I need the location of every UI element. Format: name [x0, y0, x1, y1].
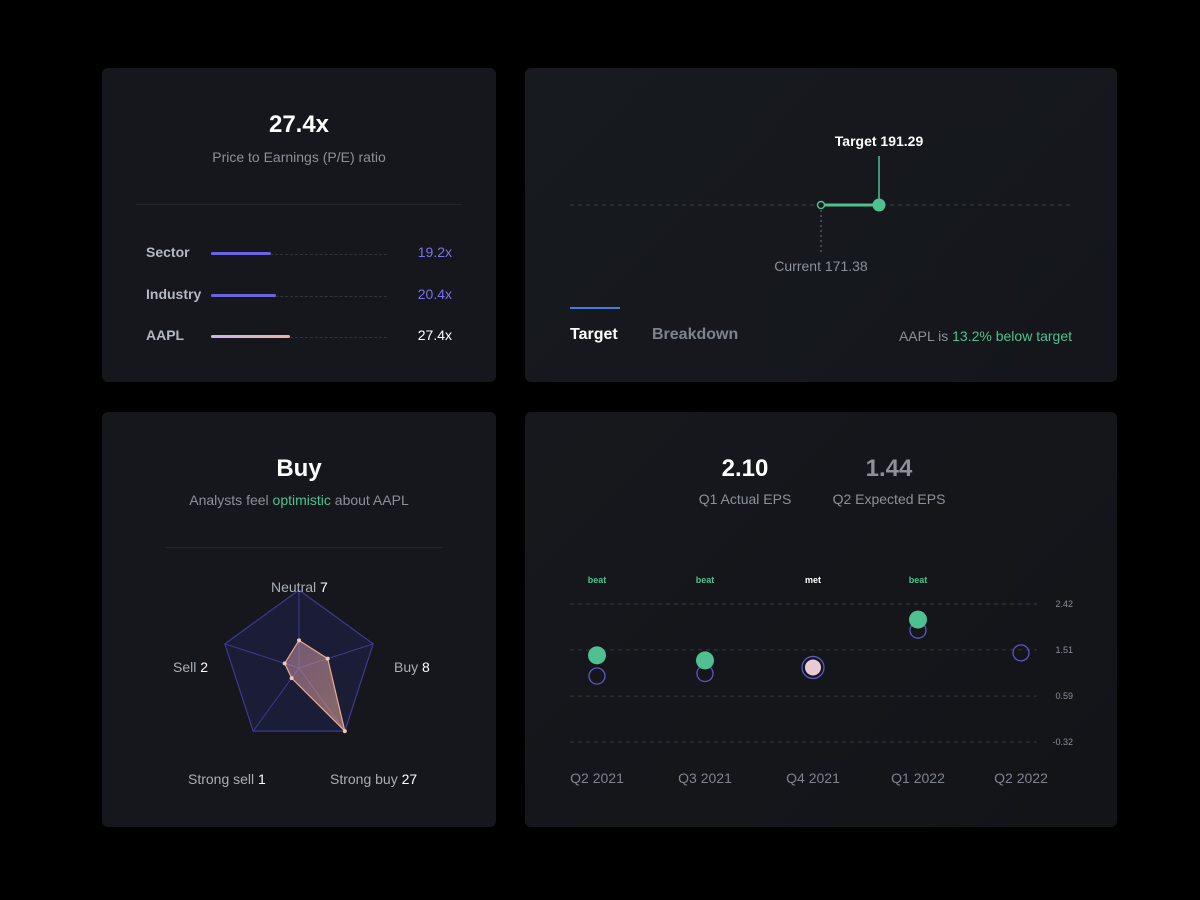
pe-row-label: AAPL	[146, 327, 185, 343]
eps-card: 2.10 Q1 Actual EPS 1.44 Q2 Expected EPS …	[525, 412, 1117, 827]
tab-target[interactable]: Target	[570, 326, 618, 343]
eps-chart: 2.42 1.51 0.59 -0.32 Q2 2021 beat Q3 2021 beat Q…	[570, 575, 1073, 786]
radar-data-shape	[284, 639, 346, 734]
eps-actual-point	[696, 651, 714, 670]
radar-label-strong-buy: Strong buy 27	[330, 771, 417, 787]
pe-row-value: 27.4x	[417, 327, 452, 343]
pe-value: 27.4x	[268, 111, 330, 138]
radar-label-neutral: Neutral 7	[271, 579, 328, 595]
eps-expected: 1.44 Q2 Expected EPS	[819, 455, 959, 507]
rating-desc-highlight: optimistic	[272, 492, 331, 508]
radar-count: 7	[320, 579, 328, 595]
rating-divider	[166, 547, 442, 548]
current-label: Current 171.38	[721, 258, 921, 274]
pe-row-track	[211, 296, 387, 297]
pe-label: Price to Earnings (P/E) ratio	[212, 149, 386, 165]
pe-ratio-card: 27.4x Price to Earnings (P/E) ratio Sect…	[102, 68, 496, 382]
summary-highlight: 13.2% below target	[952, 328, 1072, 344]
rating-description: Analysts feel optimistic about AAPL	[102, 492, 496, 508]
target-value: 191.29	[880, 133, 924, 149]
eps-actual-point	[588, 646, 606, 665]
rating-desc-prefix: Analysts feel	[189, 492, 273, 508]
eps-expected-label: Q2 Expected EPS	[832, 491, 946, 507]
eps-actual-value: 2.10	[721, 455, 769, 482]
summary-prefix: AAPL is	[898, 328, 953, 344]
radar-count: 8	[422, 659, 430, 675]
radar-point	[297, 638, 301, 643]
current-point	[816, 200, 826, 210]
pe-row-industry: Industry 20.4x	[146, 286, 452, 306]
target-point	[872, 198, 886, 212]
target-label-text: Target	[834, 133, 877, 149]
radar-point	[282, 661, 287, 666]
eps-status-label: met	[805, 575, 821, 585]
eps-expected-value: 1.44	[865, 455, 913, 482]
pe-row-label: Industry	[146, 286, 202, 302]
eps-actual-point	[909, 610, 927, 629]
target-label: Target 191.29	[775, 133, 983, 149]
pe-row-track	[211, 254, 387, 255]
eps-estimate-point	[1012, 644, 1030, 662]
radar-category: Buy	[394, 659, 419, 675]
radar-count: 27	[401, 771, 418, 787]
active-tab-indicator	[570, 307, 620, 309]
radar-category: Strong buy	[330, 771, 398, 787]
pe-row-bar	[211, 252, 271, 255]
rating-desc-suffix: about AAPL	[330, 492, 409, 508]
pe-row-track	[211, 337, 387, 338]
x-tick-label: Q2 2021	[570, 770, 624, 786]
current-value: 171.38	[824, 258, 868, 274]
radar-count: 1	[258, 771, 266, 787]
eps-actual: 2.10 Q1 Actual EPS	[685, 455, 805, 507]
y-tick-label: 0.59	[1055, 691, 1073, 701]
pe-row-label: Sector	[146, 244, 190, 260]
eps-actual-label: Q1 Actual EPS	[698, 491, 792, 507]
pe-row-sector: Sector 19.2x	[146, 244, 452, 264]
pe-row-bar	[211, 335, 290, 338]
y-tick-label: 2.42	[1055, 599, 1073, 609]
pe-row-value: 20.4x	[417, 286, 452, 302]
dot-grid-background	[715, 128, 935, 278]
radar-label-buy: Buy 8	[394, 659, 430, 675]
radar-point	[325, 656, 330, 661]
eps-status-label: beat	[696, 575, 715, 585]
x-tick-label: Q2 2022	[994, 770, 1048, 786]
radar-category: Strong sell	[188, 771, 255, 787]
radar-chart	[224, 589, 374, 734]
radar-category: Sell	[173, 659, 197, 675]
eps-met-ring	[801, 655, 825, 680]
pe-row-aapl: AAPL 27.4x	[146, 327, 452, 347]
x-tick-label: Q4 2021	[786, 770, 840, 786]
price-target-card: Target 191.29 Current 171.38 Target Brea…	[525, 68, 1117, 382]
pe-row-value: 19.2x	[417, 244, 452, 260]
radar-point	[289, 676, 294, 681]
eps-status-label: beat	[588, 575, 607, 585]
analyst-rating-card: Buy Analysts feel optimistic about AAPL …	[102, 412, 496, 827]
radar-point	[342, 729, 347, 734]
rating-title: Buy	[276, 455, 322, 482]
x-tick-label: Q1 2022	[891, 770, 945, 786]
eps-estimate-point	[588, 667, 606, 685]
eps-status-label: beat	[909, 575, 928, 585]
radar-category: Neutral	[271, 579, 317, 595]
target-summary: AAPL is 13.2% below target	[899, 328, 1072, 344]
y-tick-label: 1.51	[1055, 645, 1073, 655]
radar-label-sell: Sell 2	[173, 659, 208, 675]
radar-count: 2	[200, 659, 209, 675]
price-target-graphic	[570, 128, 1072, 278]
eps-actual-point	[805, 659, 821, 676]
tab-breakdown[interactable]: Breakdown	[652, 326, 739, 343]
current-label-text: Current	[774, 258, 821, 274]
x-tick-label: Q3 2021	[678, 770, 732, 786]
pe-row-bar	[211, 294, 276, 297]
radar-label-strong-sell: Strong sell 1	[188, 771, 266, 787]
pe-divider	[136, 204, 462, 205]
y-tick-label: -0.32	[1052, 737, 1073, 747]
